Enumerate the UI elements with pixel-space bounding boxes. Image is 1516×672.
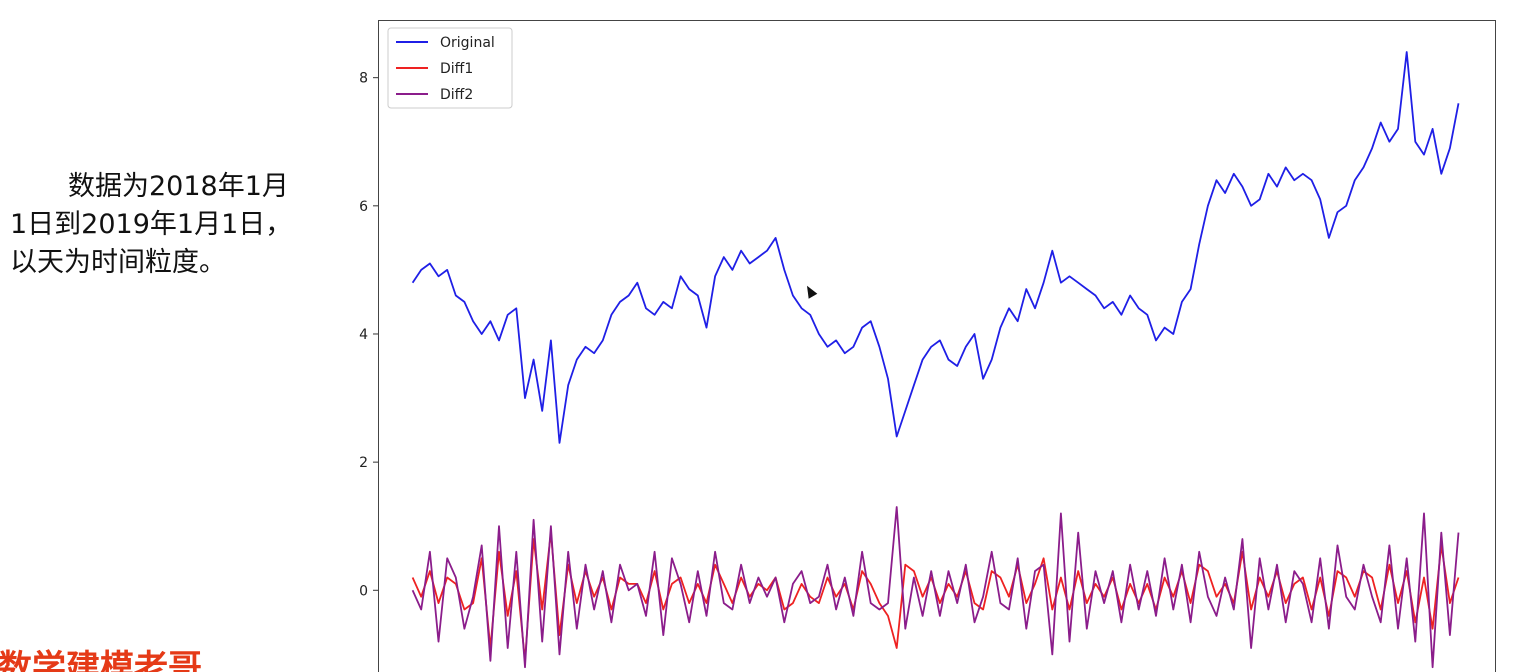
- caption-line-1: 数据为2018年1月: [68, 171, 289, 202]
- series-layer: [411, 51, 1460, 669]
- legend-label-original: Original: [440, 35, 495, 51]
- legend-label-diff1: Diff1: [440, 61, 473, 77]
- y-axis: 0 2 4 6 8: [359, 71, 378, 599]
- series-line-original: [411, 51, 1460, 444]
- caption-line-3: 以天为时间粒度。: [10, 247, 226, 278]
- y-tick-label: 2: [359, 455, 368, 471]
- legend-label-diff2: Diff2: [440, 87, 473, 103]
- series-line-diff2: [411, 506, 1460, 669]
- y-tick-label: 0: [359, 583, 368, 599]
- y-tick-label: 6: [359, 199, 368, 215]
- legend-box: [387, 27, 513, 109]
- y-tick-label: 4: [359, 327, 368, 343]
- y-tick-label: 8: [359, 71, 368, 87]
- caption-line-2: 1日到2019年1月1日，: [10, 209, 293, 240]
- description-caption: 数据为2018年1月 1日到2019年1月1日， 以天为时间粒度。: [10, 168, 340, 282]
- watermark-text: 数学建模老哥: [0, 648, 202, 672]
- plot-frame: [378, 20, 1496, 672]
- legend: Original Diff1 Diff2: [387, 27, 513, 109]
